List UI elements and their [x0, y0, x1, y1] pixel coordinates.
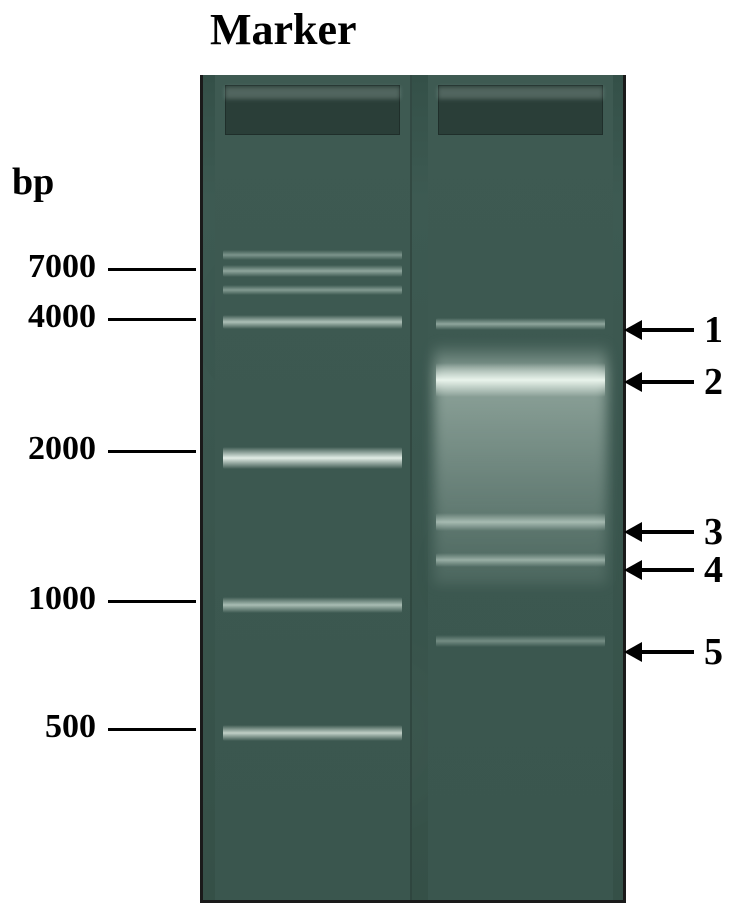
marker-band-500 [223, 725, 402, 741]
size-tick-2000 [108, 450, 196, 453]
lane-sample [428, 75, 613, 900]
gel-image [200, 75, 626, 903]
size-label-4000: 4000 [6, 298, 96, 336]
arrow-label-1: 1 [704, 308, 723, 352]
arrow-head-icon [624, 372, 642, 392]
marker-band-4000 [223, 315, 402, 329]
arrow-label-2: 2 [704, 360, 723, 404]
size-tick-500 [108, 728, 196, 731]
size-label-1000: 1000 [6, 580, 96, 618]
arrow-head-icon [624, 522, 642, 542]
sample-band-2 [436, 363, 605, 397]
size-label-7000: 7000 [6, 248, 96, 286]
arrow-5: 5 [624, 630, 723, 674]
sample-band-3 [436, 513, 605, 531]
sample-band-5 [436, 635, 605, 647]
figure-container: Marker bp 7000 4000 2000 1000 500 [0, 0, 741, 911]
arrow-head-icon [624, 560, 642, 580]
arrow-label-4: 4 [704, 548, 723, 592]
arrow-head-icon [624, 642, 642, 662]
arrow-1: 1 [624, 308, 723, 352]
size-label-500: 500 [6, 708, 96, 746]
arrow-line [642, 650, 694, 654]
arrow-line [642, 568, 694, 572]
arrow-label-5: 5 [704, 630, 723, 674]
arrow-head-icon [624, 320, 642, 340]
lane-title-marker: Marker [210, 4, 357, 55]
size-tick-7000 [108, 268, 196, 271]
axis-label-bp: bp [12, 160, 54, 204]
size-tick-4000 [108, 318, 196, 321]
sample-band-4 [436, 553, 605, 567]
arrow-4: 4 [624, 548, 723, 592]
lane-marker [215, 75, 412, 900]
size-label-2000: 2000 [6, 430, 96, 468]
marker-band-2000 [223, 447, 402, 469]
arrow-2: 2 [624, 360, 723, 404]
marker-band-1000 [223, 597, 402, 613]
sample-band-1 [436, 318, 605, 330]
size-tick-1000 [108, 600, 196, 603]
arrow-line [642, 328, 694, 332]
arrow-line [642, 380, 694, 384]
arrow-line [642, 530, 694, 534]
well-glow-marker [225, 87, 400, 99]
well-glow-sample [438, 87, 603, 99]
marker-band-extra-a [223, 250, 402, 260]
marker-band-7000 [223, 265, 402, 277]
marker-band-extra-b [223, 285, 402, 295]
